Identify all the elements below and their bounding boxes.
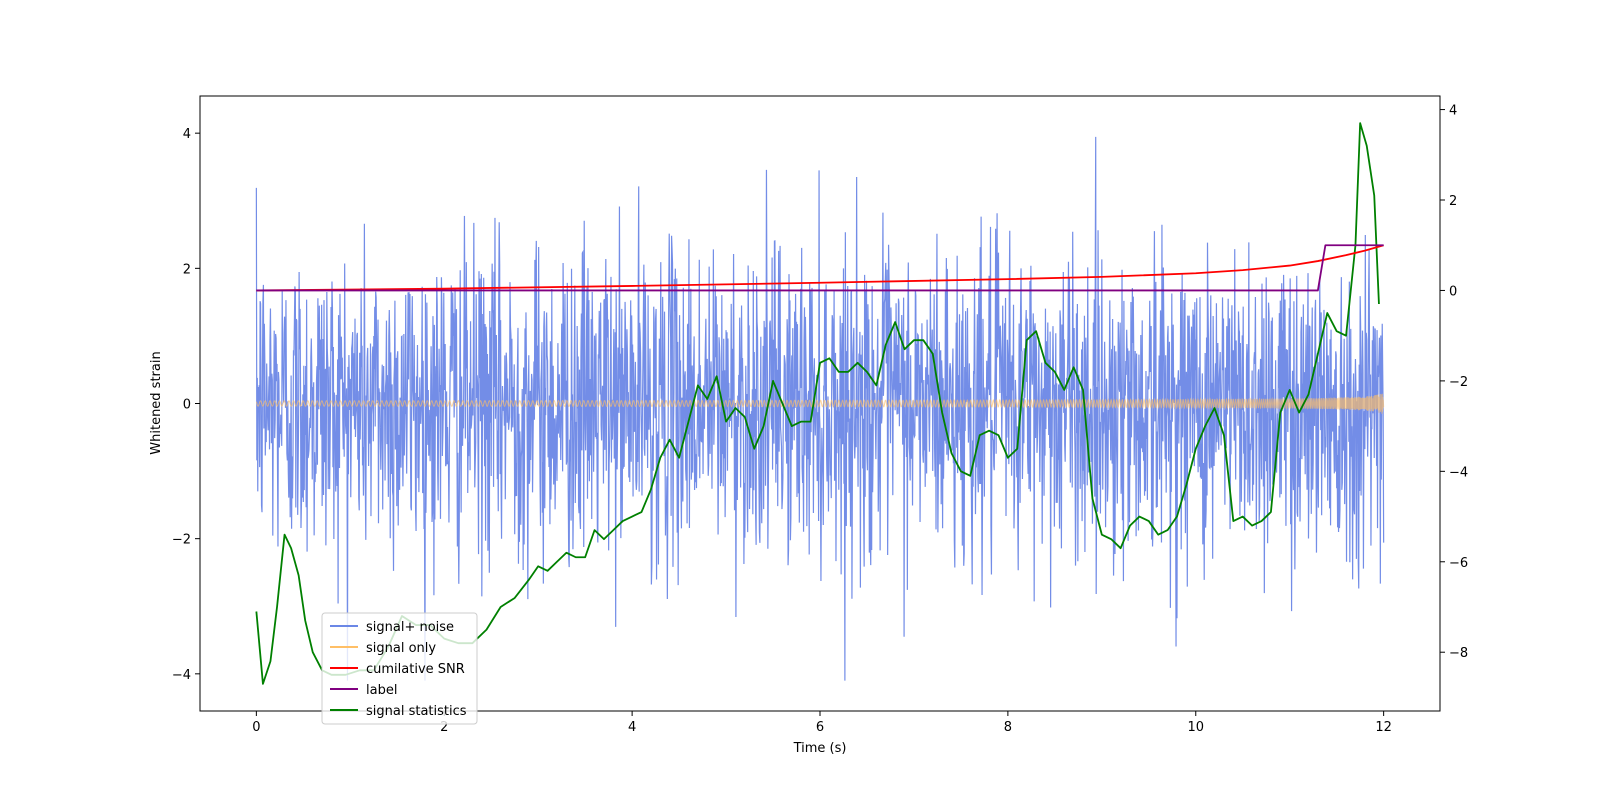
y-right-tick-label: −2 bbox=[1449, 375, 1468, 390]
series-signal-only bbox=[255, 393, 1385, 414]
x-axis-label: Time (s) bbox=[793, 741, 847, 756]
y-right-tick-label: 4 bbox=[1449, 104, 1457, 119]
series-label bbox=[256, 244, 1384, 292]
y-left-tick-label: 0 bbox=[183, 398, 191, 413]
y-right-tick-label: 0 bbox=[1449, 284, 1457, 299]
y-axis-label: Whitened strain bbox=[149, 351, 164, 454]
x-tick-label: 2 bbox=[440, 720, 448, 735]
y-right-tick-label: −4 bbox=[1449, 465, 1468, 480]
x-tick-label: 0 bbox=[252, 720, 260, 735]
y-axis-right: −8 −6 −4 −2 0 2 4 bbox=[1440, 104, 1468, 661]
y-left-tick-label: −2 bbox=[172, 533, 191, 548]
x-tick-label: 12 bbox=[1375, 720, 1392, 735]
legend-label: signal statistics bbox=[366, 704, 467, 719]
x-axis: 0 2 4 6 8 10 12 bbox=[252, 711, 1392, 735]
legend-label: signal+ noise bbox=[366, 620, 454, 635]
legend-label: signal only bbox=[366, 641, 436, 656]
legend-box bbox=[321, 612, 478, 725]
x-tick-label: 8 bbox=[1004, 720, 1012, 735]
legend-label: cumilative SNR bbox=[366, 662, 465, 677]
legend: signal+ noise signal only cumilative SNR la… bbox=[321, 612, 478, 725]
x-tick-label: 6 bbox=[816, 720, 824, 735]
y-left-tick-label: −4 bbox=[172, 668, 191, 683]
y-right-tick-label: −8 bbox=[1449, 646, 1468, 661]
x-tick-label: 10 bbox=[1187, 720, 1204, 735]
y-axis-left: −4 −2 0 2 4 bbox=[172, 127, 200, 683]
y-left-tick-label: 4 bbox=[183, 127, 191, 142]
series-cumulative-snr bbox=[256, 244, 1384, 292]
x-tick-label: 4 bbox=[628, 720, 636, 735]
plot-area bbox=[255, 122, 1385, 685]
y-right-tick-label: 2 bbox=[1449, 194, 1457, 209]
y-right-tick-label: −6 bbox=[1449, 556, 1468, 571]
y-left-tick-label: 2 bbox=[183, 262, 191, 277]
series-signal-noise bbox=[255, 136, 1385, 681]
legend-label: label bbox=[366, 683, 397, 698]
